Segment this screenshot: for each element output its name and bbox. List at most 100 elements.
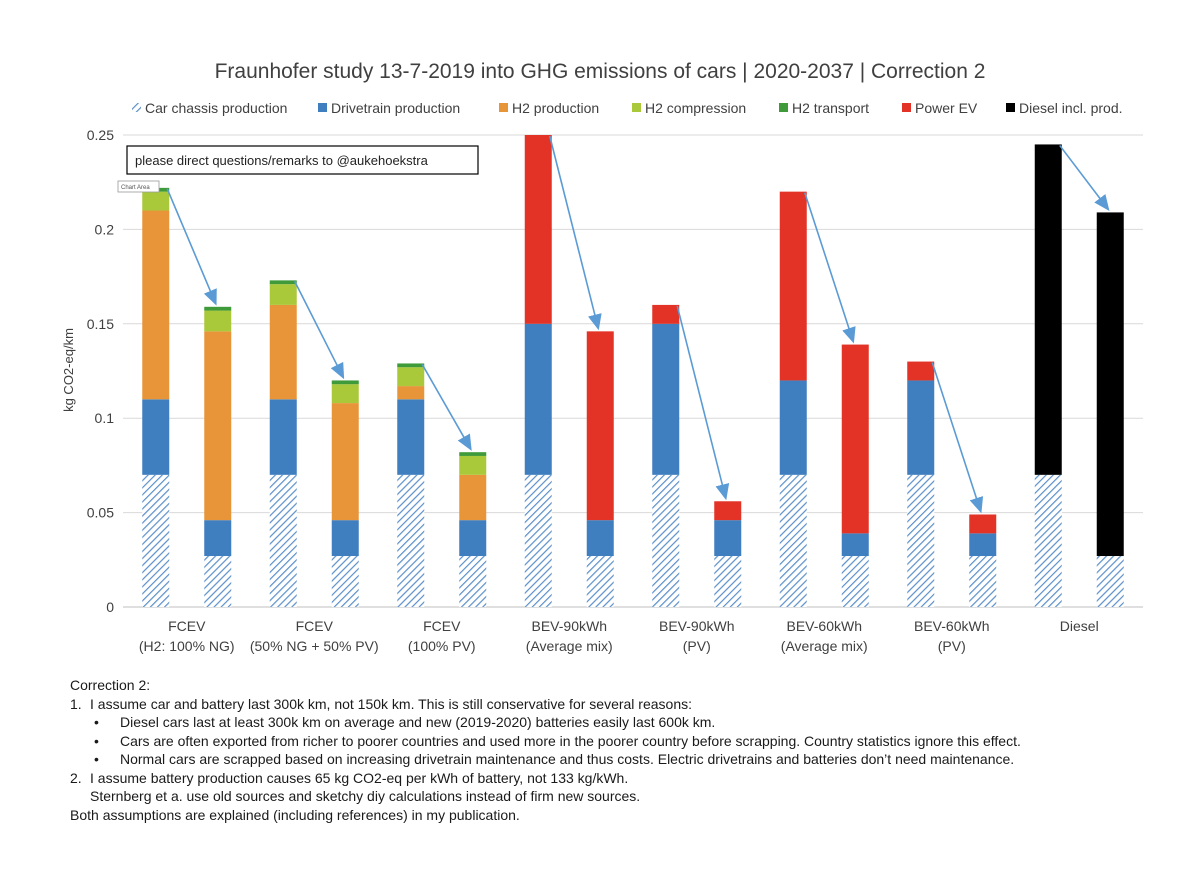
correction-arrow bbox=[931, 362, 984, 514]
category-label: Diesel bbox=[1060, 618, 1099, 634]
bar-segment bbox=[524, 135, 552, 324]
note-bullet: Normal cars are scrapped based on increa… bbox=[70, 750, 1180, 769]
y-tick-label: 0.15 bbox=[87, 316, 114, 332]
bar-segment bbox=[841, 533, 869, 557]
bar-segment bbox=[969, 556, 997, 607]
legend-entry: H2 transport bbox=[792, 100, 869, 116]
legend-entry: H2 production bbox=[512, 100, 599, 116]
legend: Car chassis production Drivetrain product… bbox=[132, 100, 1123, 116]
bar-segment bbox=[269, 284, 297, 305]
bar-segment bbox=[459, 556, 487, 607]
category-sublabel: (50% NG + 50% PV) bbox=[250, 638, 379, 654]
bar-segment bbox=[652, 304, 680, 324]
chart: Fraunhofer study 13-7-2019 into GHG emis… bbox=[61, 60, 1143, 654]
bar-segment bbox=[269, 304, 297, 400]
bar-segment bbox=[586, 520, 614, 557]
bar-segment bbox=[397, 399, 425, 475]
bar-segment bbox=[204, 520, 232, 557]
bar-segment bbox=[586, 556, 614, 607]
legend-entry: Power EV bbox=[915, 100, 978, 116]
bar-segment bbox=[204, 306, 232, 311]
bar-segment bbox=[652, 474, 680, 607]
note-number: 1. bbox=[70, 695, 82, 712]
bar-segment bbox=[269, 474, 297, 607]
note-continuation: Sternberg et a. use old sources and sket… bbox=[90, 788, 641, 804]
bar-segment bbox=[1096, 556, 1124, 607]
y-tick-label: 0 bbox=[106, 599, 114, 615]
bar-segment bbox=[586, 331, 614, 521]
bar-segment bbox=[524, 474, 552, 607]
legend-swatch bbox=[132, 103, 141, 112]
tooltip-text: Chart Area bbox=[121, 185, 150, 191]
bar-segment bbox=[1034, 474, 1062, 607]
bar-segment bbox=[907, 380, 935, 475]
bar-segment bbox=[142, 474, 170, 607]
bar-segment bbox=[459, 452, 487, 456]
y-tick-label: 0.1 bbox=[95, 410, 115, 426]
bar-segment bbox=[459, 455, 487, 475]
category-label: BEV-90kWh bbox=[532, 618, 607, 634]
bar-segment bbox=[714, 501, 742, 521]
note-bullet: Cars are often exported from richer to p… bbox=[70, 732, 1180, 751]
bar-segment bbox=[331, 380, 359, 385]
correction-arrow bbox=[548, 135, 602, 331]
legend-entry: Car chassis production bbox=[145, 100, 287, 116]
bar-segment bbox=[969, 514, 997, 534]
legend-swatch bbox=[902, 103, 911, 112]
correction-arrow bbox=[1059, 144, 1110, 212]
bar-segment bbox=[841, 344, 869, 534]
legend-entry: H2 compression bbox=[645, 100, 746, 116]
bar-segment bbox=[459, 474, 487, 521]
bar-segment bbox=[269, 399, 297, 475]
legend-entry: Drivetrain production bbox=[331, 100, 460, 116]
bar-segment bbox=[331, 520, 359, 557]
chart-title: Fraunhofer study 13-7-2019 into GHG emis… bbox=[215, 60, 986, 83]
category-label: BEV-60kWh bbox=[914, 618, 989, 634]
category-sublabel: (100% PV) bbox=[408, 638, 476, 654]
bar-segment bbox=[652, 323, 680, 475]
bar-segment bbox=[907, 474, 935, 607]
bar-segment bbox=[1096, 212, 1124, 557]
bar-segment bbox=[907, 361, 935, 381]
y-axis-ticks: 0 0.05 0.1 0.15 0.2 0.25 bbox=[87, 127, 114, 615]
category-label: BEV-90kWh bbox=[659, 618, 734, 634]
bar-segment bbox=[841, 556, 869, 607]
bar-segment bbox=[142, 399, 170, 475]
notes-footer: Both assumptions are explained (includin… bbox=[70, 806, 520, 823]
note-item-1: 1. I assume car and battery last 300k km,… bbox=[70, 695, 1180, 714]
bar-segment bbox=[714, 520, 742, 557]
bar-segment bbox=[142, 210, 170, 400]
notes-heading: Correction 2: bbox=[70, 677, 151, 693]
y-tick-label: 0.2 bbox=[95, 221, 115, 237]
note-text: I assume car and battery last 300k km, n… bbox=[90, 695, 692, 712]
bar-segment bbox=[397, 367, 425, 387]
bar-segment bbox=[1034, 144, 1062, 475]
note-item-2: 2. I assume battery production causes 65 … bbox=[70, 769, 1180, 788]
bar-segment bbox=[714, 556, 742, 607]
bar-segment bbox=[331, 384, 359, 404]
annotation-text: please direct questions/remarks to @auke… bbox=[135, 153, 429, 168]
category-label: FCEV bbox=[296, 618, 334, 634]
y-tick-label: 0.25 bbox=[87, 127, 114, 143]
bar-segment bbox=[459, 520, 487, 557]
bars bbox=[142, 135, 1124, 607]
bar-segment bbox=[397, 474, 425, 607]
bar-segment bbox=[331, 556, 359, 607]
category-sublabel: (PV) bbox=[938, 638, 966, 654]
bar-segment bbox=[204, 556, 232, 607]
bar-segment bbox=[397, 363, 425, 368]
legend-swatch bbox=[499, 103, 508, 112]
note-bullet: Diesel cars last at least 300k km on ave… bbox=[70, 713, 1180, 732]
bar-segment bbox=[779, 191, 807, 381]
correction-arrow bbox=[803, 192, 856, 344]
note-text: I assume battery production causes 65 kg… bbox=[90, 769, 629, 786]
legend-entry: Diesel incl. prod. bbox=[1019, 100, 1123, 116]
category-sublabel: (Average mix) bbox=[526, 638, 613, 654]
bar-segment bbox=[524, 323, 552, 475]
category-label: FCEV bbox=[423, 618, 461, 634]
correction-arrow bbox=[676, 305, 730, 501]
y-tick-label: 0.05 bbox=[87, 505, 114, 521]
correction-arrow bbox=[421, 364, 472, 451]
chart-area-tooltip: Chart Area bbox=[117, 180, 160, 193]
legend-swatch bbox=[318, 103, 327, 112]
